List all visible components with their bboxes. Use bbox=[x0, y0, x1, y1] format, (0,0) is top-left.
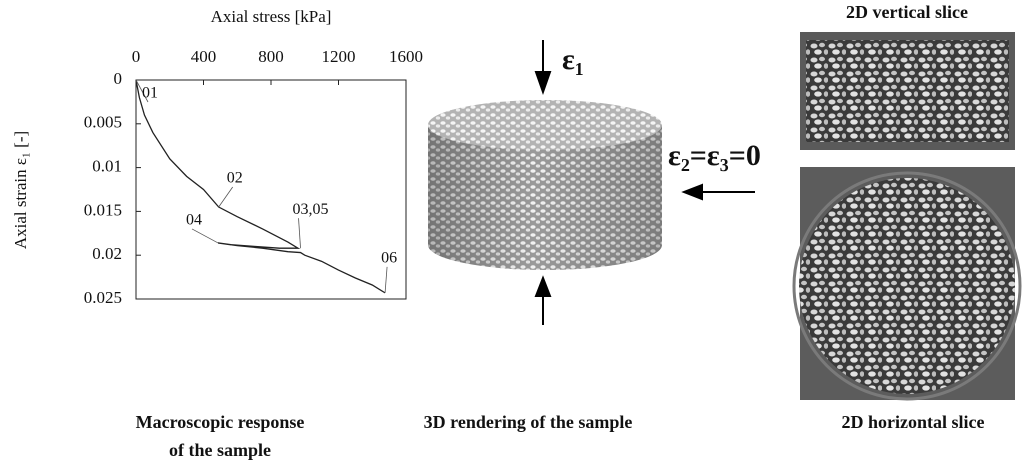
y-tick-label: 0.02 bbox=[92, 244, 122, 263]
annotation: 01 bbox=[142, 85, 158, 102]
y-axis-label: Axial strain ε₁ [-] bbox=[11, 131, 30, 249]
y-tick-label: 0.005 bbox=[84, 113, 122, 132]
y-tick-label: 0.01 bbox=[92, 157, 122, 176]
lateral-strain-label: ε₂=ε₃=0 bbox=[668, 139, 761, 172]
caption: 2D horizontal slice bbox=[842, 412, 985, 432]
x-tick-label: 1600 bbox=[389, 47, 423, 66]
x-tick-label: 800 bbox=[258, 47, 284, 66]
annotation: 06 bbox=[381, 250, 397, 267]
annotation-leader bbox=[298, 218, 301, 249]
annotation-leader bbox=[218, 186, 234, 208]
caption: of the sample bbox=[169, 440, 271, 460]
annotation-leader bbox=[135, 79, 149, 103]
caption: Macroscopic response bbox=[136, 412, 305, 432]
x-tick-label: 1200 bbox=[322, 47, 356, 66]
arrows bbox=[534, 40, 755, 325]
annotation: 03,05 bbox=[293, 201, 329, 218]
vertical-slice bbox=[800, 32, 1015, 150]
annotation: 04 bbox=[186, 212, 202, 229]
x-tick-label: 400 bbox=[191, 47, 217, 66]
sample-rendering bbox=[428, 100, 662, 270]
plot-frame bbox=[135, 79, 407, 300]
slice-title: 2D vertical slice bbox=[846, 2, 968, 22]
y-tick-label: 0.015 bbox=[84, 200, 122, 219]
caption: 3D rendering of the sample bbox=[424, 412, 633, 432]
y-tick-label: 0 bbox=[114, 69, 123, 88]
data-line bbox=[135, 79, 386, 294]
annotation-leader bbox=[191, 228, 219, 244]
horizontal-slice bbox=[792, 167, 1022, 401]
x-tick-label: 0 bbox=[132, 47, 141, 66]
y-tick-label: 0.025 bbox=[84, 288, 122, 307]
x-axis-label: Axial stress [kPa] bbox=[211, 7, 332, 26]
annotation: 02 bbox=[227, 170, 243, 187]
axial-strain-label: ε₁ bbox=[562, 43, 584, 76]
annotation-leader bbox=[384, 266, 388, 293]
